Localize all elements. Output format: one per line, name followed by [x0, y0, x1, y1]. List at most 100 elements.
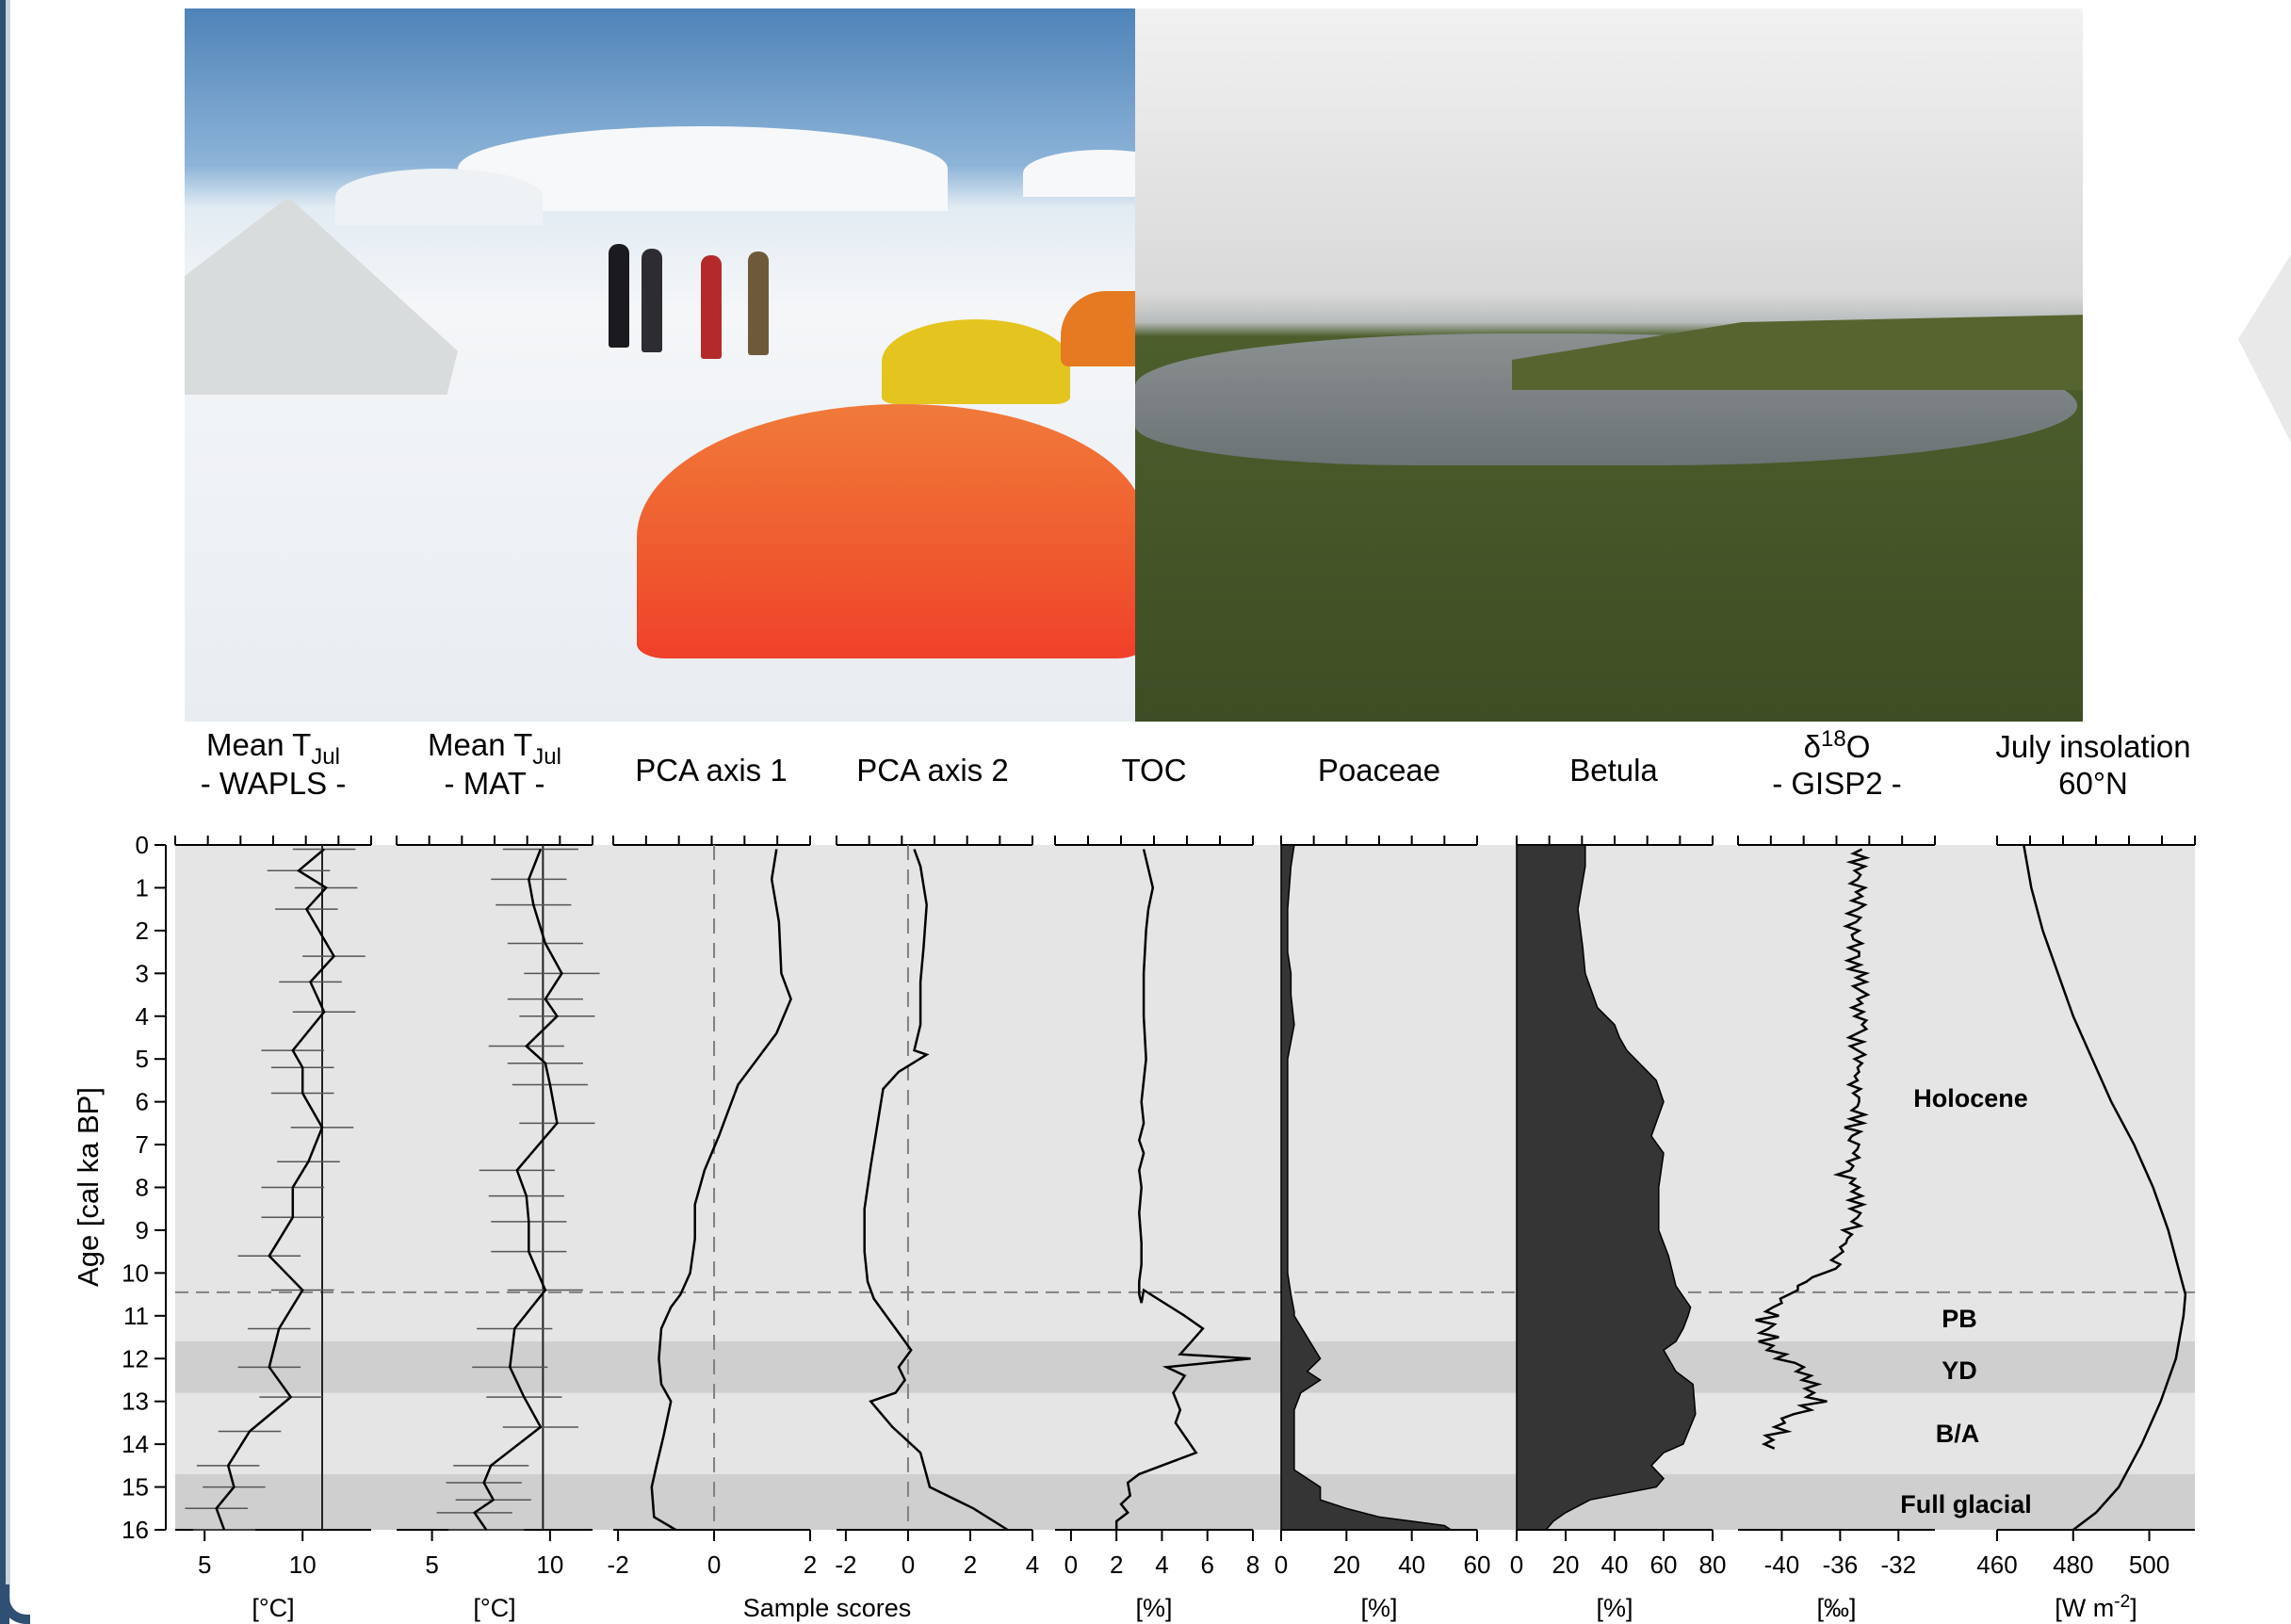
panel-title: PCA axis 2 [856, 753, 1008, 788]
x-tick-label: -2 [835, 1551, 856, 1579]
y-tick-label: 5 [136, 1045, 149, 1073]
x-tick-label: 10 [289, 1551, 317, 1579]
panel-title: Mean TJul [428, 727, 561, 770]
chart-marks [185, 844, 2187, 1532]
person [609, 244, 629, 348]
chart-panel [1054, 836, 1254, 1541]
x-tick-label: 0 [902, 1551, 915, 1579]
x-tick-label: 500 [2129, 1551, 2169, 1579]
chart-panel [1737, 836, 1936, 1541]
panel-title-main: δ [1804, 729, 1821, 764]
panel-title: Mean TJul [206, 727, 340, 770]
slide-frame-inner [6, 0, 10, 1601]
y-tick-label: 6 [136, 1088, 149, 1116]
x-tick-label: 0 [1275, 1551, 1288, 1579]
line-series [2023, 844, 2187, 1531]
x-tick-label: 5 [198, 1551, 211, 1579]
line-series [863, 849, 1009, 1532]
panel-title: Poaceae [1318, 753, 1440, 788]
x-tick-label: 460 [1976, 1551, 2017, 1579]
x-axis-label-after: ] [2130, 1594, 2137, 1622]
x-axis-label: [%] [1135, 1594, 1172, 1622]
zone-label: YD [1942, 1356, 1977, 1385]
x-tick-label: 80 [1699, 1551, 1727, 1579]
panel-title: Betula [1569, 753, 1658, 788]
zone-label: Full glacial [1900, 1490, 2032, 1518]
y-tick-label: 1 [136, 873, 149, 901]
panel-title: July insolation [1995, 729, 2190, 764]
panel-title: δ18O [1804, 726, 1871, 764]
x-tick-label: 0 [1064, 1551, 1078, 1579]
line-series [1755, 848, 1871, 1450]
y-tick-label: 10 [122, 1259, 149, 1287]
x-axis-label: [W m-2] [2055, 1592, 2137, 1622]
x-axis-label: [‰] [1816, 1594, 1856, 1622]
panel-title-line2: - GISP2 - [1772, 766, 1902, 801]
tent-orange [637, 404, 1135, 658]
y-tick-label: 15 [122, 1473, 149, 1502]
x-tick-label: 60 [1650, 1551, 1678, 1579]
x-tick-label: 2 [964, 1551, 977, 1579]
x-axis-label-sup: -2 [2114, 1592, 2130, 1612]
panel-title-sup: 18 [1821, 726, 1846, 752]
zone-label: Holocene [1913, 1084, 2028, 1112]
mountain [335, 169, 543, 225]
panel-title: PCA axis 1 [635, 753, 787, 788]
tent-yellow [882, 319, 1070, 404]
panel-title-line2: 60°N [2058, 766, 2128, 801]
y-tick-label: 13 [122, 1388, 149, 1416]
x-tick-label: 4 [1026, 1551, 1039, 1579]
x-tick-label: 2 [804, 1551, 817, 1579]
x-axis-label: [°C] [473, 1594, 515, 1622]
y-tick-label: 7 [136, 1130, 149, 1159]
x-tick-label: -32 [1881, 1551, 1917, 1579]
x-tick-label: 6 [1200, 1551, 1213, 1579]
y-tick-label: 14 [122, 1430, 149, 1458]
slide-frame-left [0, 0, 9, 1624]
area-series [1516, 844, 1697, 1531]
zone-label: B/A [1936, 1420, 1980, 1448]
slide-frame-corner [0, 1584, 30, 1624]
x-axis-label: [%] [1360, 1594, 1397, 1622]
x-tick-label: -2 [608, 1551, 629, 1579]
y-tick-label: 12 [122, 1344, 149, 1372]
panel-title-main: Mean T [428, 727, 532, 762]
x-tick-label: 10 [536, 1551, 563, 1579]
y-tick-label: 3 [136, 959, 149, 987]
chart-labels: Holocene PB YD B/A Full glacial 5 10 [°C] Mean T… [198, 726, 2191, 1622]
y-tick-label: 0 [136, 831, 149, 859]
chart-panel [1996, 836, 2196, 1541]
tundra-lake-photo [1135, 8, 2083, 722]
y-axis-title: Age [cal ka BP] [72, 1087, 105, 1287]
x-axis-label: [%] [1596, 1594, 1633, 1622]
mountain [1023, 150, 1135, 197]
panel-title-sub: Jul [532, 744, 561, 770]
panel-title-sub: Jul [311, 744, 340, 770]
line-series [215, 848, 336, 1531]
panel-title-after: O [1846, 729, 1871, 764]
x-tick-label: 40 [1398, 1551, 1425, 1579]
area-series [1280, 844, 1454, 1531]
x-tick-label: -36 [1823, 1551, 1859, 1579]
x-tick-label: 20 [1552, 1551, 1580, 1579]
chart-panel [836, 836, 1033, 1541]
x-axis-label-pca: Sample scores [743, 1594, 912, 1622]
y-tick-label: 2 [136, 917, 149, 945]
tent-orange-small [1061, 291, 1135, 366]
x-axis-label: [°C] [252, 1594, 294, 1622]
x-tick-label: -40 [1764, 1551, 1800, 1579]
y-tick-label: 4 [136, 1002, 149, 1031]
person [642, 249, 662, 352]
zone-label: PB [1942, 1305, 1977, 1333]
x-tick-label: 60 [1464, 1551, 1491, 1579]
x-tick-label: 480 [2053, 1551, 2093, 1579]
x-tick-label: 0 [1510, 1551, 1523, 1579]
x-tick-label: 40 [1601, 1551, 1629, 1579]
panel-title: TOC [1121, 753, 1186, 788]
panel-title-line2: - WAPLS - [201, 766, 347, 801]
panel-background [175, 845, 2195, 1530]
